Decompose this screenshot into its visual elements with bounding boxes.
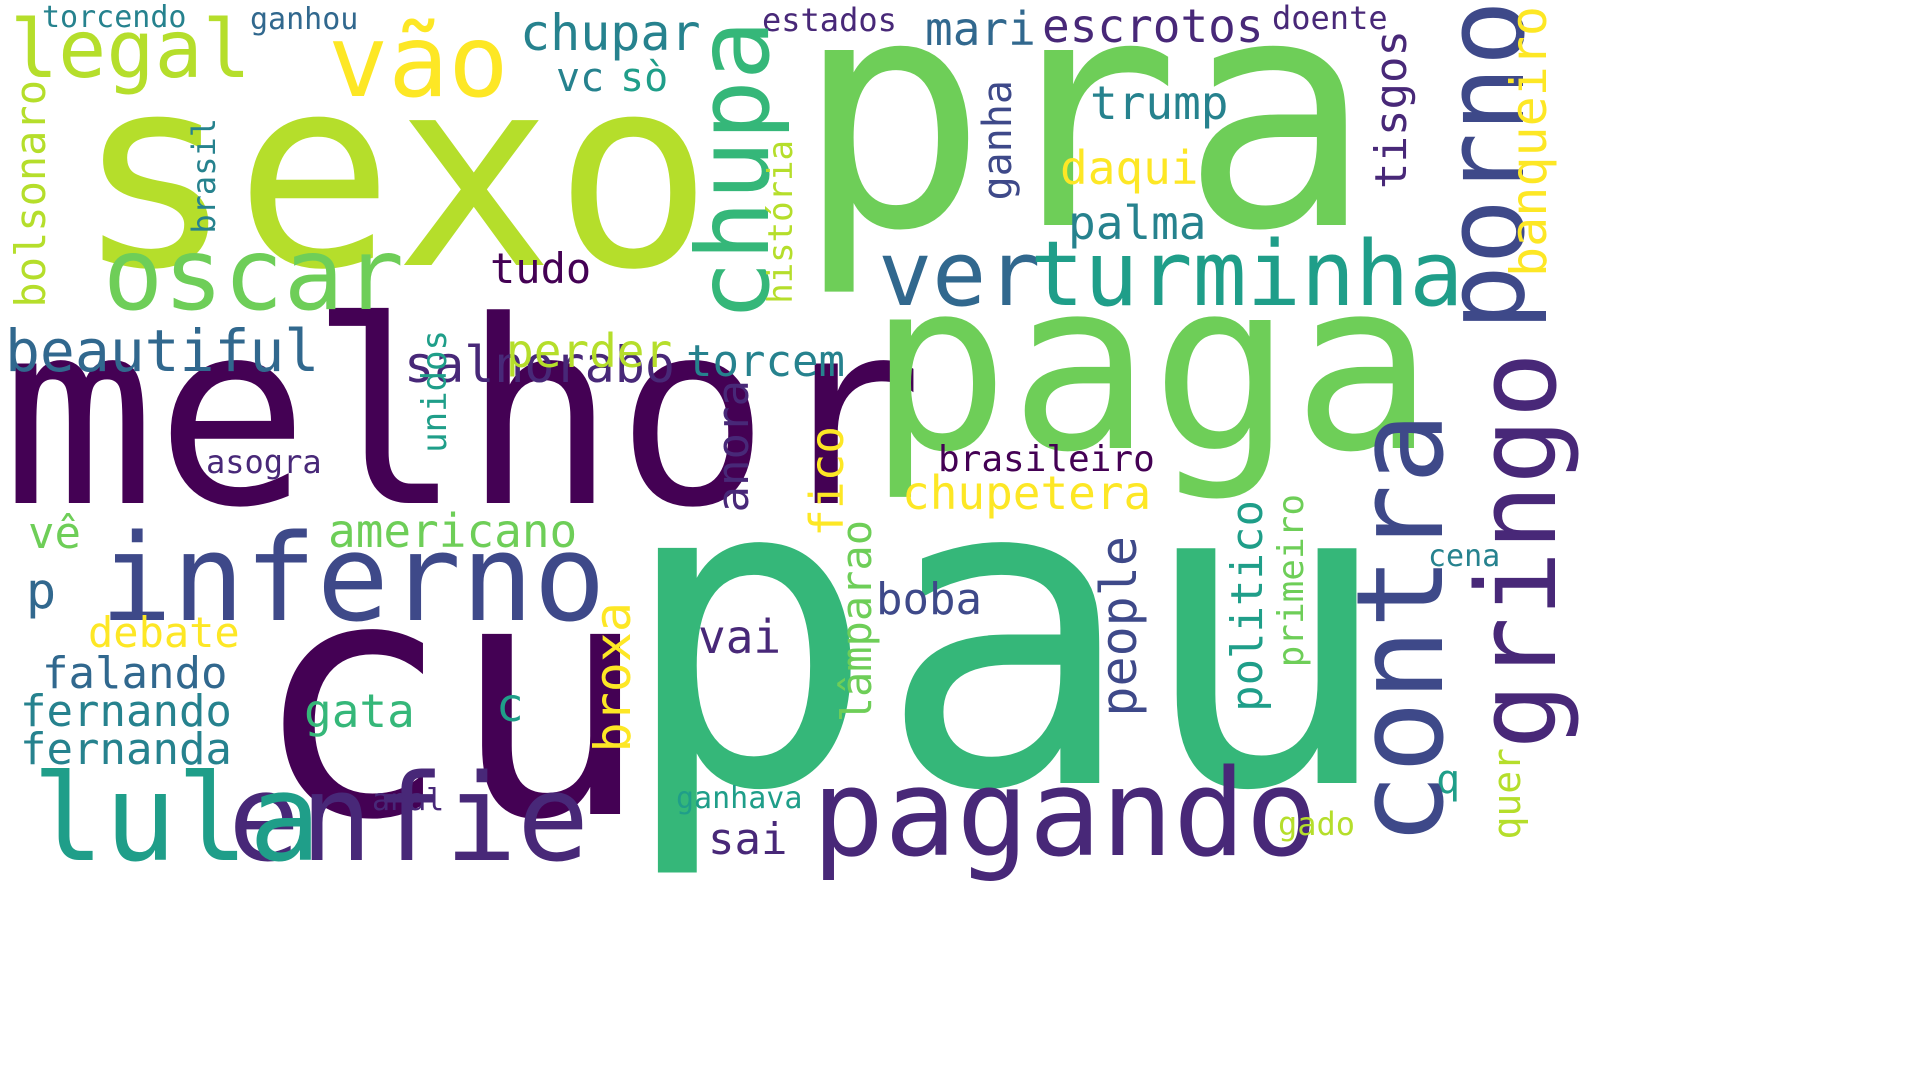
word-vc: vc [556, 55, 605, 101]
word-pra: pra [795, 0, 1373, 301]
word-ganha: ganha [975, 80, 1021, 201]
word-mari: mari [925, 2, 1036, 56]
word-ganhava: ganhava [676, 781, 803, 816]
word-quer: quer [1485, 748, 1529, 840]
word-lamparao: lâmparao [832, 520, 881, 723]
word-palma: palma [1068, 196, 1207, 250]
word-oscar: oscar [103, 216, 405, 333]
word-historia: história [761, 140, 801, 304]
word-melhor: melhor [2, 267, 924, 564]
word-trump: trump [1090, 76, 1229, 130]
word-legal: legal [10, 3, 251, 96]
word-pau: pau [618, 385, 1395, 885]
word-escrotos: escrotos [1042, 0, 1264, 53]
word-pagando: pagando [812, 745, 1318, 884]
word-cena: cena [1428, 539, 1501, 574]
word-torcem: torcem [686, 336, 845, 387]
word-banqueiro: banqueiro [1500, 6, 1558, 277]
word-gado: gado [1278, 805, 1356, 843]
word-gata: gata [304, 684, 415, 738]
word-unidos: unidos [415, 330, 455, 453]
word-gringo: gringo [1453, 352, 1581, 750]
word-brasil: brasil [185, 118, 223, 234]
word-sexo: sexo [75, 20, 714, 328]
word-bolsonaro: bolsonaro [6, 80, 55, 308]
word-primeiro: primeiro [1271, 494, 1312, 668]
word-tisgos: tisgos [1366, 30, 1417, 189]
word-c: c [496, 678, 524, 732]
word-fernanda: fernanda [20, 724, 232, 775]
word-doente: doente [1272, 0, 1388, 37]
word-tudo: tudo [490, 244, 592, 293]
word-q: q [1436, 757, 1461, 803]
word-inferno: inferno [100, 510, 606, 649]
word-brasileiro: brasileiro [938, 439, 1155, 480]
word-falando: falando [42, 648, 228, 699]
word-paga: paga [868, 231, 1434, 504]
word-contra: contra [1332, 412, 1471, 846]
word-daqui: daqui [1060, 141, 1199, 195]
word-vai: vai [698, 610, 782, 664]
word-cu: cu [252, 508, 650, 892]
word-torcendo: torcendo [42, 0, 187, 35]
word-people: people [1090, 536, 1148, 717]
word-turminha: turminha [1030, 222, 1464, 327]
word-chupar: chupar [520, 4, 701, 62]
word-fernando: fernando [20, 686, 232, 737]
word-so: sò [620, 55, 669, 101]
word-asogra: asogra [206, 443, 322, 481]
word-politico: politico [1222, 500, 1273, 712]
word-estados: estados [762, 1, 897, 39]
word-enfie: enfie [228, 750, 590, 889]
word-beautiful: beautiful [5, 317, 320, 385]
word-anal: anal [372, 783, 445, 818]
word-anora: anora [708, 380, 759, 513]
word-debate: debate [88, 608, 240, 657]
word-ve: vê [28, 508, 81, 559]
word-americano: americano [328, 504, 578, 558]
word-vao: vão [328, 3, 509, 120]
word-ver: ver [878, 222, 1041, 327]
word-chupetera: chupetera [902, 466, 1152, 520]
word-boba: boba [876, 574, 982, 625]
word-lula: lula [32, 750, 321, 889]
word-p: p [26, 562, 57, 620]
word-perder: perder [506, 324, 673, 378]
word-sai: sai [708, 814, 788, 865]
word-salnorabo: salnorabo [404, 336, 675, 394]
word-broxa: broxa [584, 602, 642, 753]
word-ganhou: ganhou [250, 2, 359, 37]
